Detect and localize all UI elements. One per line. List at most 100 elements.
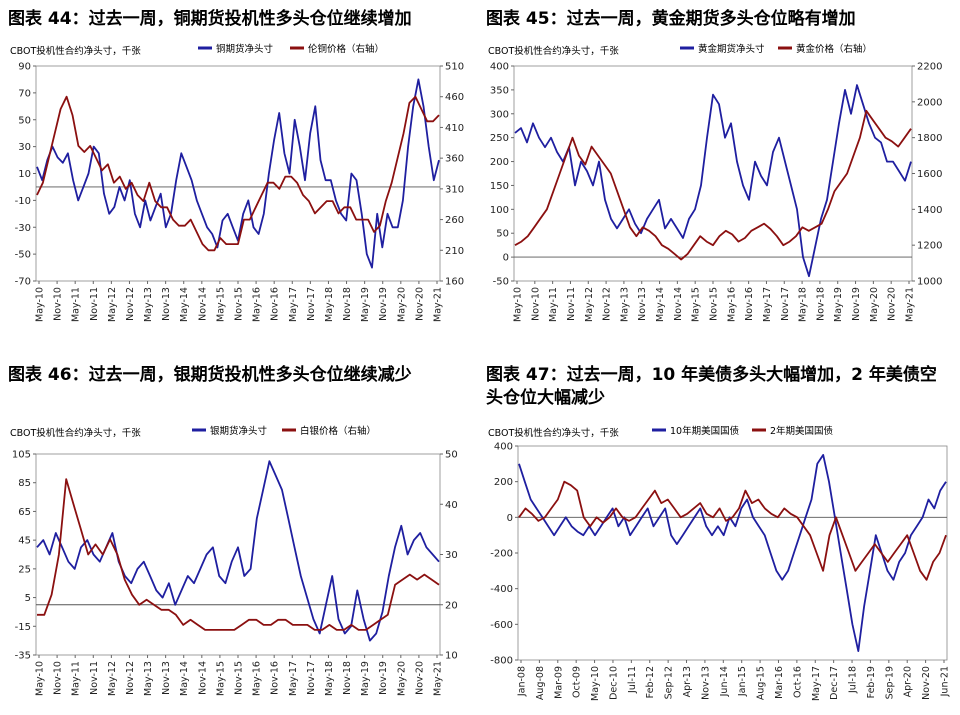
- chart-title: 图表 44：过去一周，铜期货投机性多头仓位继续增加: [8, 9, 412, 29]
- silver-chart-svg: CBOT投机性合约净头寸，千张 银期货净头寸 白银价格（右轴） 10585654…: [10, 425, 458, 696]
- y-tick-label: 200: [494, 477, 513, 488]
- y2-tick-label: 40: [445, 500, 458, 511]
- x-tick-label: Jul-11: [627, 666, 638, 694]
- y2-tick-label: 50: [445, 450, 458, 461]
- legend-label-series-2: 黄金价格（右轴）: [796, 43, 872, 55]
- y-tick-label: -70: [15, 277, 31, 288]
- y-tick-label: 90: [18, 62, 31, 73]
- x-tick-label: Nov-17: [306, 661, 317, 695]
- y2-tick-label: 1600: [917, 169, 942, 180]
- chart-title: 图表 47：过去一周，10 年美债多头大幅增加，2 年美债空头仓位大幅减少: [486, 365, 937, 408]
- x-tick-label: Aug-08: [535, 666, 546, 700]
- x-tick-label: Nov-19: [378, 661, 389, 695]
- x-tick-label: Nov-11: [566, 287, 577, 321]
- y-tick-label: 5: [25, 593, 31, 604]
- y-tick-label: -50: [493, 277, 509, 288]
- x-tick-label: May-14: [179, 287, 190, 322]
- y2-tick-label: 30: [445, 550, 458, 561]
- gold-chart-svg: CBOT投机性合约净头寸，千张 黄金期货净头寸 黄金价格（右轴） 400 350 3…: [488, 43, 942, 322]
- x-tick-label: May-19: [360, 661, 371, 696]
- y-tick-label: -10: [15, 196, 31, 207]
- y2-tick-label: 2200: [917, 62, 942, 73]
- plot-frame: [517, 445, 948, 661]
- x-tick-label: Nov-16: [270, 661, 281, 695]
- x-tick-label: Feb-12: [645, 666, 656, 698]
- y-tick-label: 25: [18, 564, 31, 575]
- x-tick-label: Nov-16: [270, 287, 281, 321]
- x-tick-label: Nov-18: [342, 287, 353, 321]
- y-tick-label: 350: [490, 85, 509, 96]
- x-tick-label: May-16: [252, 661, 263, 696]
- y-tick-label: 50: [18, 115, 31, 126]
- y-tick-label: -800: [490, 656, 513, 667]
- y-tick-label: 50: [496, 229, 509, 240]
- series-line-2: [514, 109, 912, 261]
- x-tick-label: May-12: [584, 287, 595, 322]
- y-tick-label: -200: [490, 549, 513, 560]
- x-tick-label: May-17: [762, 287, 773, 322]
- x-tick-label: May-20: [869, 287, 880, 322]
- x-tick-label: Jan-08: [517, 666, 528, 697]
- x-tick-label: Nov-16: [744, 287, 755, 321]
- legend-label-series-1: 黄金期货净头寸: [698, 43, 765, 55]
- y2-tick-label: 20: [445, 600, 458, 611]
- chart-legend: 银期货净头寸 白银价格（右轴）: [192, 425, 376, 437]
- x-tick-label: Mar-16: [774, 666, 785, 699]
- x-tick-label: May-10: [513, 287, 524, 322]
- series-line-2: [518, 480, 947, 581]
- unit-note: CBOT投机性合约净头寸，千张: [488, 45, 619, 57]
- x-tick-label: May-19: [833, 287, 844, 322]
- y2-tick-label: 1800: [917, 133, 942, 144]
- plot-frame: [35, 65, 441, 282]
- chart-legend: 铜期货净头寸 伦铜价格（右轴）: [198, 43, 384, 55]
- legend-label-series-1: 铜期货净头寸: [216, 43, 274, 55]
- x-tick-label: Nov-14: [197, 287, 208, 321]
- y-tick-label: 100: [490, 205, 509, 216]
- y-tick-label: 250: [490, 133, 509, 144]
- y2-tick-label: 410: [445, 123, 464, 134]
- x-tick-label: Dec-10: [608, 666, 619, 700]
- y-tick-label: 150: [490, 181, 509, 192]
- chart-legend: 黄金期货净头寸 黄金价格（右轴）: [680, 43, 872, 55]
- x-tick-label: Nov-13: [161, 287, 172, 321]
- y-tick-label: -15: [15, 622, 31, 633]
- x-tick-label: Nov-10: [530, 287, 541, 321]
- y-tick-label: 105: [12, 450, 31, 461]
- x-tick-label: Sep-12: [664, 666, 675, 699]
- x-tick-label: May-13: [143, 287, 154, 322]
- x-tick-label: Nov-20: [887, 287, 898, 321]
- y-tick-label: 300: [490, 109, 509, 120]
- x-tick-label: Nov-13: [161, 661, 172, 695]
- treasury-chart-svg: CBOT投机性合约净头寸，千张 10年期美国国债 2年期美国国债 400 200 0…: [488, 425, 951, 701]
- x-tick-label: Aug-15: [756, 666, 767, 700]
- y2-tick-label: 160: [445, 277, 464, 288]
- y2-tick-label: 260: [445, 215, 464, 226]
- x-tick-label: Nov-19: [851, 287, 862, 321]
- x-tick-label: Nov-11: [89, 287, 100, 321]
- x-tick-label: Nov-15: [709, 287, 720, 321]
- chart-title: 图表 46：过去一周，银期货投机性多头仓位继续减少: [8, 365, 412, 385]
- legend-label-series-2: 2年期美国国债: [770, 425, 834, 437]
- chart-panel-treasury: 图表 47：过去一周，10 年美债多头大幅增加，2 年美债空头仓位大幅减少 CB…: [480, 358, 960, 715]
- y2-tick-label: 310: [445, 184, 464, 195]
- x-tick-label: May-18: [798, 287, 809, 322]
- y2-tick-label: 210: [445, 246, 464, 257]
- y-tick-label: 0: [507, 513, 513, 524]
- series-line-1: [514, 84, 912, 278]
- x-tick-label: May-13: [143, 661, 154, 696]
- x-tick-label: Nov-18: [815, 287, 826, 321]
- x-tick-label: Apr-20: [903, 666, 914, 697]
- x-tick-label: May-17: [811, 666, 822, 701]
- series-line-2: [37, 478, 440, 631]
- x-tick-label: Nov-15: [234, 661, 245, 695]
- x-tick-label: Nov-13: [700, 666, 711, 700]
- x-tick-label: May-21: [433, 287, 444, 322]
- x-tick-label: Jun-14: [719, 666, 730, 697]
- x-tick-label: May-14: [179, 661, 190, 696]
- x-tick-label: Nov-10: [53, 661, 64, 695]
- x-tick-label: Nov-12: [125, 661, 136, 695]
- x-tick-label: Feb-19: [866, 666, 877, 698]
- x-tick-label: Nov-12: [125, 287, 136, 321]
- x-tick-label: Oct-16: [792, 666, 803, 698]
- x-tick-label: Nov-13: [637, 287, 648, 321]
